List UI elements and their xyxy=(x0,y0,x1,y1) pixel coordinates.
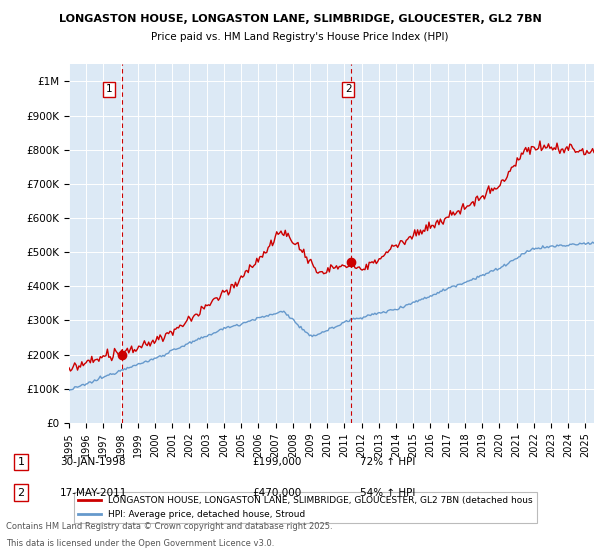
Text: 1: 1 xyxy=(17,457,25,467)
Text: 54% ↑ HPI: 54% ↑ HPI xyxy=(360,488,415,498)
Legend: LONGASTON HOUSE, LONGASTON LANE, SLIMBRIDGE, GLOUCESTER, GL2 7BN (detached hous,: LONGASTON HOUSE, LONGASTON LANE, SLIMBRI… xyxy=(74,492,537,524)
Text: £199,000: £199,000 xyxy=(252,457,301,467)
Text: 2: 2 xyxy=(345,85,352,95)
Text: Contains HM Land Registry data © Crown copyright and database right 2025.: Contains HM Land Registry data © Crown c… xyxy=(6,522,332,531)
Text: Price paid vs. HM Land Registry's House Price Index (HPI): Price paid vs. HM Land Registry's House … xyxy=(151,32,449,43)
Text: 72% ↑ HPI: 72% ↑ HPI xyxy=(360,457,415,467)
Text: 1: 1 xyxy=(106,85,112,95)
Text: This data is licensed under the Open Government Licence v3.0.: This data is licensed under the Open Gov… xyxy=(6,539,274,548)
Text: LONGASTON HOUSE, LONGASTON LANE, SLIMBRIDGE, GLOUCESTER, GL2 7BN: LONGASTON HOUSE, LONGASTON LANE, SLIMBRI… xyxy=(59,14,541,24)
Text: £470,000: £470,000 xyxy=(252,488,301,498)
Text: 17-MAY-2011: 17-MAY-2011 xyxy=(60,488,127,498)
Text: 30-JAN-1998: 30-JAN-1998 xyxy=(60,457,125,467)
Text: 2: 2 xyxy=(17,488,25,498)
